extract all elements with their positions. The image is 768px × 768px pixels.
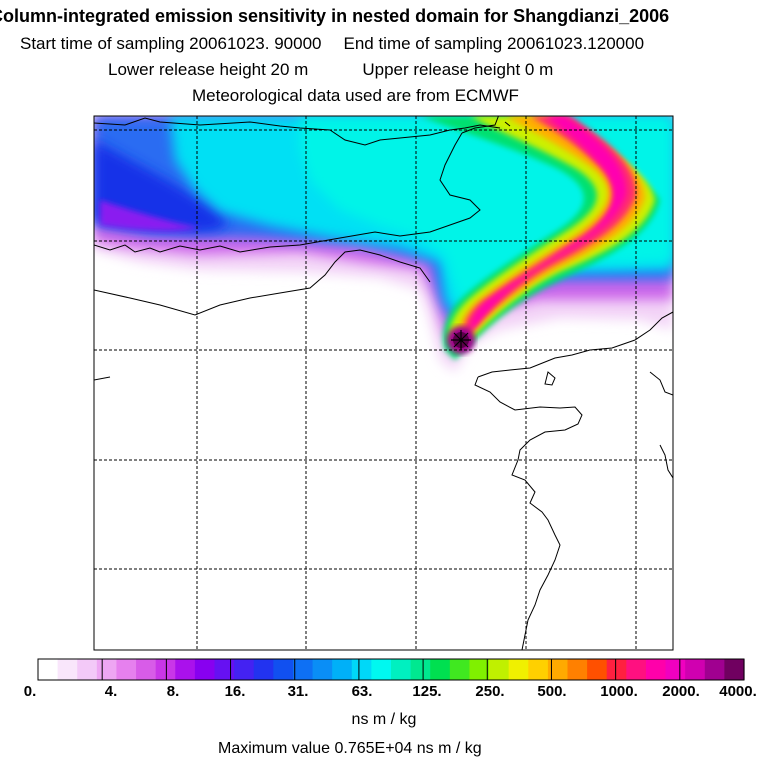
legend-tick-250: 250. [475,683,505,700]
legend-color-cell [430,659,451,680]
legend-color-cell [332,659,353,680]
end-time-label: End time of sampling 20061023.120000 [343,34,645,53]
legend-color-cell [528,659,549,680]
legend-color-cell [508,659,529,680]
start-time-label: Start time of sampling 20061023. 90000 [20,34,322,53]
legend-tick-4000: 4000. [719,683,757,700]
legend-color-cell [606,659,627,680]
legend-color-cell [626,659,647,680]
legend-color-cell [253,659,274,680]
legend-color-cell [391,659,412,680]
graticule [94,116,673,650]
legend-color-cell [273,659,294,680]
legend-color-cell [489,659,510,680]
upper-release-label: Upper release height 0 m [362,60,554,79]
legend-color-cell [116,659,137,680]
legend-color-cell [469,659,490,680]
legend-color-cell [292,659,314,680]
legend-color-cell [312,659,333,680]
legend-color-cell [645,659,667,680]
legend-tick-4: 4. [104,683,118,700]
legend-color-cell [371,659,392,680]
legend-color-cell [410,659,431,680]
release-heights: Lower release height 20 m Upper release h… [108,60,768,80]
legend-color-cell [567,659,588,680]
legend-color-cell [704,659,725,680]
lower-release-label: Lower release height 20 m [108,60,309,79]
legend-color-cell [96,659,118,680]
legend-tick-63: 63. [351,683,373,700]
legend-color-cell [57,659,78,680]
legend-color-cell [77,659,98,680]
map-title: Column-integrated emission sensitivity i… [0,6,670,26]
legend-color-cell [665,659,686,680]
legend-color-cell [194,659,216,680]
legend-color-cell [38,659,59,680]
sampling-times: Start time of sampling 20061023. 90000 En… [20,34,768,54]
legend-tick-500: 500. [537,683,567,700]
legend-color-cell [155,659,176,680]
map-frame [93,115,674,651]
legend-color-cell [587,659,608,680]
legend-color-cell [724,659,745,680]
legend-tick-1000: 1000. [600,683,638,700]
legend-color-cell [234,659,255,680]
legend-tick-0: 0. [23,683,37,700]
legend-color-cell [547,659,569,680]
legend-color-cell [175,659,196,680]
legend-color-cell [136,659,157,680]
legend-border [37,658,745,681]
legend-units: ns m / kg [351,711,417,728]
legend-color-cell [449,659,471,680]
color-legend-bar [37,658,745,681]
legend-tick-2000: 2000. [662,683,700,700]
legend-tick-125: 125. [412,683,442,700]
legend-color-cell [351,659,372,680]
station-marker [451,330,471,350]
legend-color-cell [214,659,235,680]
met-data-label: Meteorological data used are from ECMWF [192,86,519,105]
coastlines [94,116,673,650]
legend-tick-16: 16. [224,683,246,700]
sensitivity-field [94,116,673,650]
legend-tick-8: 8. [166,683,180,700]
legend-color-cell [685,659,706,680]
legend-tick-31: 31. [287,683,309,700]
maximum-value-label: Maximum value 0.765E+04 ns m / kg [218,740,482,757]
